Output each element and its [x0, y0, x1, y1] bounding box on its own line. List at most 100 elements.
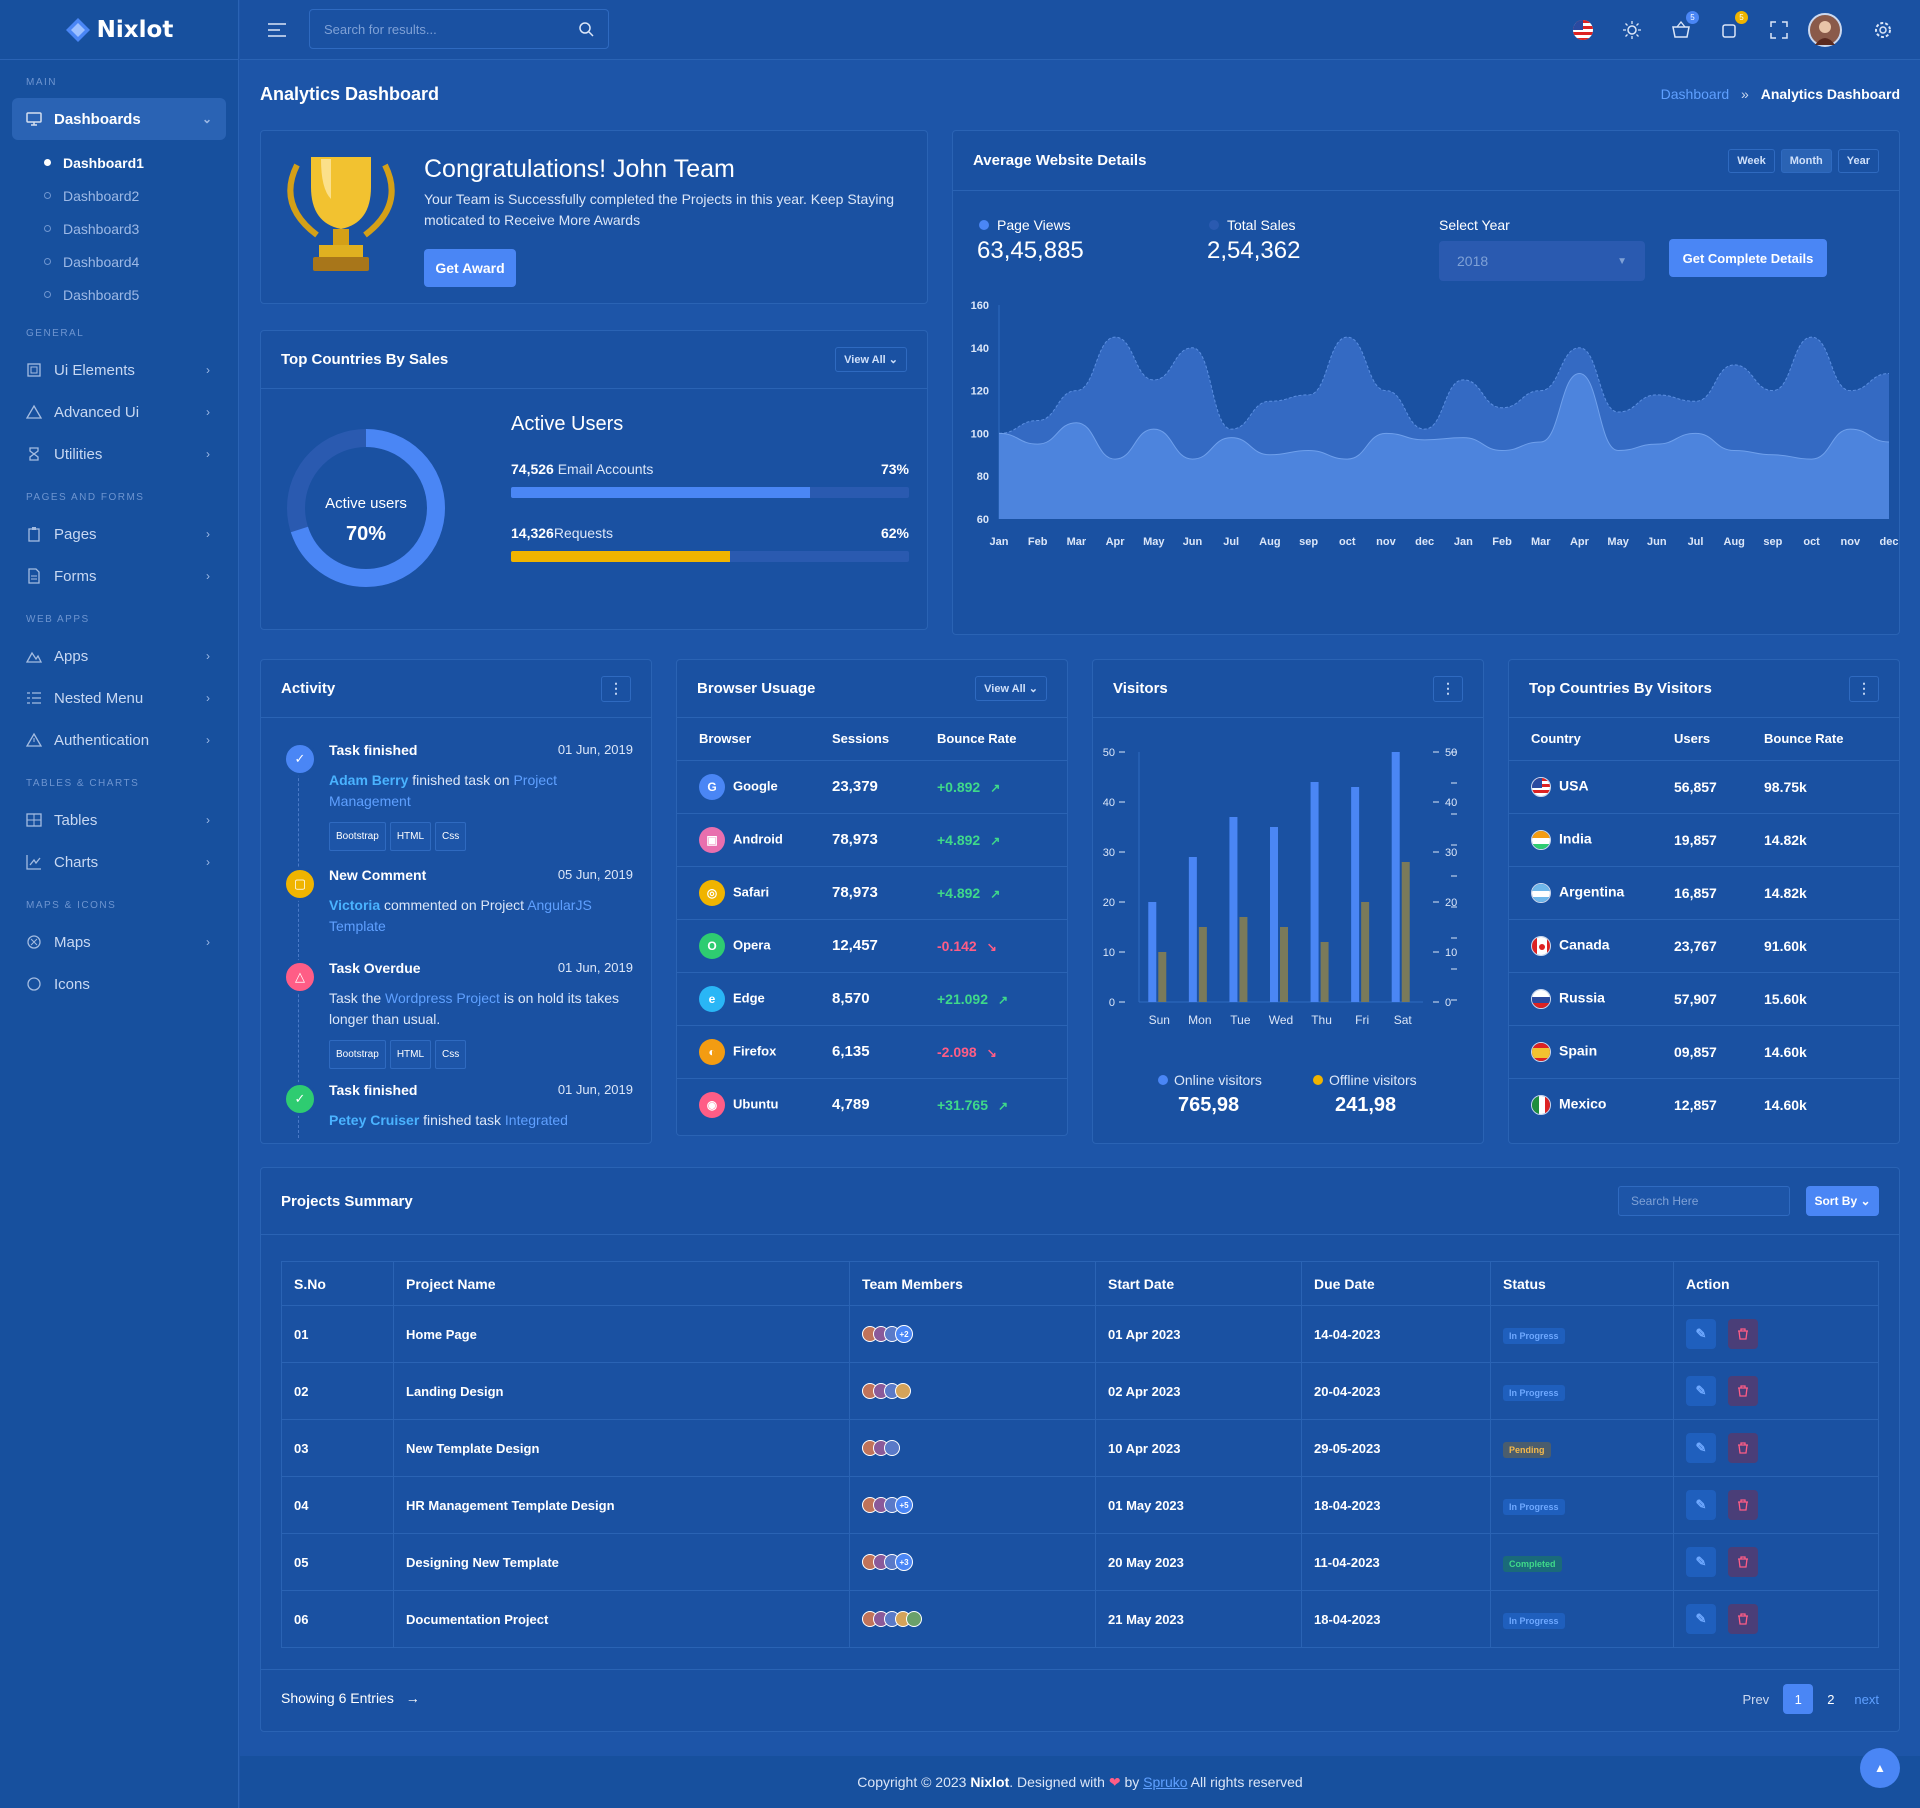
avatar[interactable] — [884, 1440, 900, 1457]
delete-button[interactable] — [1728, 1319, 1758, 1349]
notification-icon[interactable]: 5 — [1718, 11, 1748, 42]
delete-button[interactable] — [1728, 1376, 1758, 1406]
entries-text: Showing 6 Entries — [281, 1690, 394, 1706]
y-tick-label: 60 — [977, 514, 989, 526]
activity-project-link[interactable]: Wordpress Project — [385, 990, 500, 1006]
more-members-badge[interactable]: +3 — [895, 1553, 913, 1571]
sort-by-button[interactable]: Sort By ⌄ — [1806, 1186, 1879, 1216]
more-options-icon[interactable]: ⋮ — [601, 675, 631, 702]
sidebar-item-apps[interactable]: Apps › — [0, 635, 238, 677]
activity-project-link[interactable]: Integrated — [504, 1112, 568, 1128]
more-members-badge[interactable]: +5 — [895, 1496, 913, 1514]
progress-track — [511, 551, 909, 562]
country-cell: Mexico — [1509, 1077, 1664, 1131]
edit-button[interactable]: ✎ — [1686, 1433, 1716, 1463]
browser-name: Safari — [733, 884, 770, 900]
scroll-to-top-button[interactable]: ▲ — [1860, 1748, 1900, 1788]
col-project-name: Project Name — [393, 1261, 850, 1306]
country-cell: India — [1509, 812, 1664, 866]
sidebar-item-maps[interactable]: Maps › — [0, 921, 238, 963]
sidebar-item-nested-menu[interactable]: Nested Menu › — [0, 677, 238, 719]
get-award-button[interactable]: Get Award — [424, 249, 516, 287]
page-2-button[interactable]: 2 — [1827, 1691, 1835, 1707]
x-tick-label: dec — [1415, 536, 1434, 548]
activity-tag[interactable]: Bootstrap — [329, 822, 386, 851]
delete-button[interactable] — [1728, 1547, 1758, 1577]
android-icon: ▣ — [699, 826, 725, 853]
fullscreen-icon[interactable] — [1767, 18, 1791, 42]
page-1-button[interactable]: 1 — [1783, 1684, 1814, 1714]
edit-button[interactable]: ✎ — [1686, 1604, 1716, 1634]
footer-author-link[interactable]: Spruko — [1143, 1774, 1188, 1790]
tab-month[interactable]: Month — [1780, 148, 1832, 173]
activity-user-link[interactable]: Adam Berry — [329, 772, 409, 788]
activity-user-link[interactable]: Victoria — [329, 897, 381, 913]
more-options-icon[interactable]: ⋮ — [1433, 675, 1463, 702]
sidebar-item-forms[interactable]: Forms › — [0, 555, 238, 597]
bounce-rate-cell: 91.60k — [1754, 918, 1899, 972]
delete-button[interactable] — [1728, 1433, 1758, 1463]
edit-button[interactable]: ✎ — [1686, 1376, 1716, 1406]
activity-tag[interactable]: HTML — [389, 822, 432, 851]
col-country: Country — [1531, 731, 1581, 747]
project-search-input[interactable]: Search Here — [1618, 1186, 1790, 1216]
sidebar-sub-dashboard1[interactable]: Dashboard1 — [0, 146, 238, 179]
cart-icon[interactable]: 5 — [1669, 11, 1699, 42]
year-select[interactable]: 2018 ▼ — [1439, 241, 1645, 281]
sidebar-item-pages[interactable]: Pages › — [0, 513, 238, 555]
sidebar-item-charts[interactable]: Charts › — [0, 841, 238, 883]
us-flag-icon[interactable] — [1571, 18, 1595, 42]
delete-button[interactable] — [1728, 1490, 1758, 1520]
logo[interactable]: Nixlot — [0, 0, 238, 60]
activity-project-link[interactable]: Project Management — [329, 772, 558, 809]
edit-button[interactable]: ✎ — [1686, 1490, 1716, 1520]
country-cell: Canada — [1509, 918, 1664, 972]
y-tick-label: 40 — [1103, 797, 1115, 809]
box-icon — [26, 362, 42, 378]
sidebar-item-icons[interactable]: Icons — [0, 963, 238, 1005]
search-input[interactable]: Search for results... — [309, 9, 609, 49]
sidebar-sub-dashboard5[interactable]: Dashboard5 — [0, 278, 238, 311]
sun-icon[interactable] — [1620, 18, 1644, 42]
gear-icon[interactable] — [1871, 18, 1895, 42]
more-members-badge[interactable]: +2 — [895, 1325, 913, 1343]
sidebar-sub-dashboard4[interactable]: Dashboard4 — [0, 245, 238, 278]
bar-online-visitors — [1270, 827, 1278, 1002]
activity-tag[interactable]: Css — [435, 1040, 467, 1069]
view-all-button[interactable]: View All ⌄ — [975, 676, 1047, 701]
avatar[interactable] — [895, 1383, 911, 1400]
search-icon[interactable] — [578, 21, 594, 37]
edit-button[interactable]: ✎ — [1686, 1319, 1716, 1349]
menu-toggle-icon[interactable] — [265, 18, 289, 42]
activity-tag[interactable]: HTML — [389, 1040, 432, 1069]
sidebar-item-tables[interactable]: Tables › — [0, 799, 238, 841]
get-complete-details-button[interactable]: Get Complete Details — [1669, 239, 1827, 277]
sidebar-item-advanced-ui[interactable]: Advanced Ui › — [0, 391, 238, 433]
activity-project-link[interactable]: AngularJS Template — [329, 897, 592, 934]
next-button[interactable]: next — [1854, 1691, 1879, 1707]
sidebar-item-dashboards[interactable]: Dashboards ⌄ — [12, 98, 226, 140]
tab-year[interactable]: Year — [1837, 148, 1879, 173]
delete-button[interactable] — [1728, 1604, 1758, 1634]
activity-user-link[interactable]: Petey Cruiser — [329, 1112, 420, 1128]
prev-button[interactable]: Prev — [1742, 1691, 1770, 1707]
avatar[interactable] — [906, 1611, 922, 1628]
more-options-icon[interactable]: ⋮ — [1849, 675, 1879, 702]
table-row: e Edge 8,570 +21.092 ↗ — [677, 971, 1067, 1025]
bounce-rate-cell: -0.142 ↘ — [927, 918, 1067, 972]
sidebar-item-ui-elements[interactable]: Ui Elements › — [0, 349, 238, 391]
breadcrumb-link[interactable]: Dashboard — [1660, 86, 1730, 102]
activity-tag[interactable]: Css — [435, 822, 467, 851]
activity-tag[interactable]: Bootstrap — [329, 1040, 386, 1069]
sidebar-sub-dashboard3[interactable]: Dashboard3 — [0, 212, 238, 245]
x-tick-label: Wed — [1269, 1013, 1293, 1027]
edit-button[interactable]: ✎ — [1686, 1547, 1716, 1577]
y-tick-label: 80 — [977, 471, 989, 483]
avatar[interactable] — [1808, 13, 1842, 47]
sidebar-sub-dashboard2[interactable]: Dashboard2 — [0, 179, 238, 212]
team-members-cell: +3 — [849, 1533, 1096, 1591]
sidebar-item-authentication[interactable]: Authentication › — [0, 719, 238, 761]
sidebar-item-utilities[interactable]: Utilities › — [0, 433, 238, 475]
tab-week[interactable]: Week — [1728, 148, 1775, 173]
view-all-button[interactable]: View All ⌄ — [835, 347, 907, 372]
